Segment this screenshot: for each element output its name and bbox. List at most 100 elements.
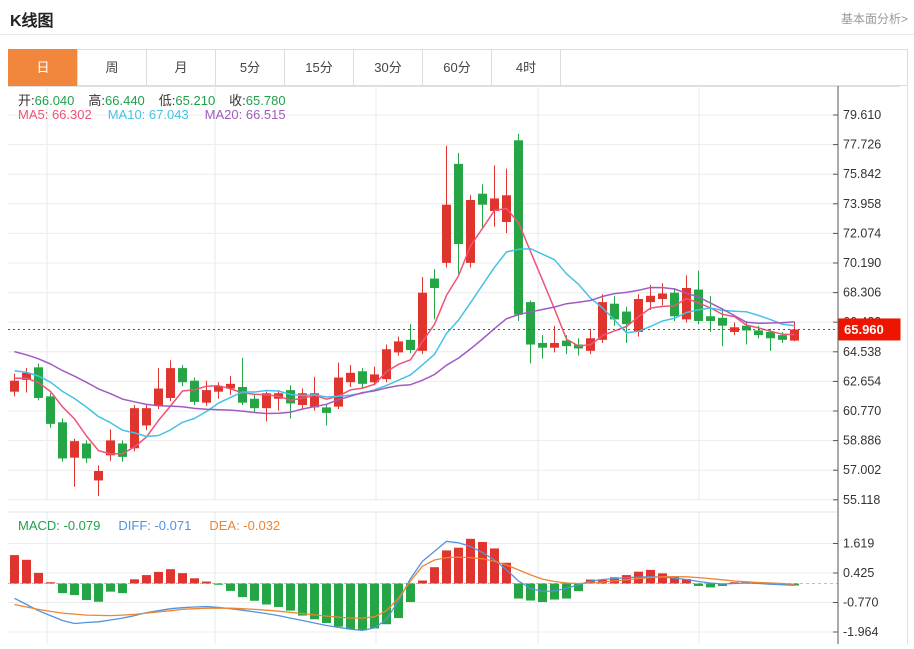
macd-bar xyxy=(178,573,187,584)
macd-bar xyxy=(10,555,19,584)
candle-body xyxy=(538,342,547,348)
macd-bar xyxy=(106,583,115,592)
macd-tick-label: 0.425 xyxy=(843,566,874,580)
ma20-line xyxy=(14,286,795,415)
macd-bar xyxy=(94,583,103,602)
candle-body xyxy=(262,393,271,409)
tab-5分[interactable]: 5分 xyxy=(215,49,285,86)
candle-body xyxy=(382,349,391,380)
candle-body xyxy=(310,393,319,408)
macd-readout-item: DEA: -0.032 xyxy=(209,518,281,533)
kline-chart-svg[interactable]: 79.610 77.726 75.842 73.958 72.074 70.190 68.3… xyxy=(8,86,908,644)
current-price-badge-label: 65.960 xyxy=(844,322,884,337)
ma-readout-item: MA10: 67.043 xyxy=(107,107,189,122)
tab-60分[interactable]: 60分 xyxy=(422,49,492,86)
price-tick-label: 77.726 xyxy=(843,138,881,152)
candle-body xyxy=(238,386,247,403)
tab-15分[interactable]: 15分 xyxy=(284,49,354,86)
candle-body xyxy=(22,372,31,380)
fundamental-analysis-link[interactable]: 基本面分析> xyxy=(840,12,908,26)
chart-area[interactable]: 开:66.040 高:66.440 低:65.210 收:65.780 MA5: 66… xyxy=(8,86,908,644)
candle-body xyxy=(46,396,55,424)
macd-bar xyxy=(466,538,475,584)
candle-body xyxy=(442,204,451,263)
candle-body xyxy=(466,199,475,263)
macd-bar xyxy=(346,583,355,630)
ohlc-label: 开: xyxy=(18,93,35,108)
period-tabbar: 日周月 5分 15分 30分 60分 4时 xyxy=(8,49,908,86)
candle-body xyxy=(490,198,499,211)
ohlc-readout: 开:66.040 高:66.440 低:65.210 收:65.780 xyxy=(18,90,300,109)
tabbar-filler xyxy=(560,49,908,86)
price-tick-label: 58.886 xyxy=(843,434,881,448)
price-tick-label: 60.770 xyxy=(843,404,881,418)
candle-body xyxy=(718,317,727,326)
tab-4时[interactable]: 4时 xyxy=(491,49,561,86)
tab-月[interactable]: 月 xyxy=(146,49,216,86)
ohlc-label: 高: xyxy=(88,93,106,108)
candle-body xyxy=(514,140,523,315)
macd-bar xyxy=(406,583,415,603)
ohlc-value: 66.040 xyxy=(34,93,75,108)
macd-bar xyxy=(130,579,139,584)
tab-30分[interactable]: 30分 xyxy=(353,49,423,86)
candle-body xyxy=(766,331,775,339)
macd-bar xyxy=(22,559,31,584)
ma10-line xyxy=(14,247,795,438)
candle-body xyxy=(778,335,787,340)
macd-bar xyxy=(370,583,379,629)
macd-bar xyxy=(514,583,523,599)
diff-line xyxy=(14,540,795,632)
candle-body xyxy=(598,302,607,340)
candle-body xyxy=(742,325,751,331)
candle-body xyxy=(226,383,235,389)
macd-bar xyxy=(478,542,487,584)
candle-body xyxy=(70,441,79,458)
candle-body xyxy=(130,408,139,449)
candle-body xyxy=(190,380,199,402)
candle-body xyxy=(94,471,103,481)
macd-bar xyxy=(454,547,463,584)
tab-周[interactable]: 周 xyxy=(77,49,147,86)
price-tick-label: 75.842 xyxy=(843,167,881,181)
candle-body xyxy=(322,407,331,413)
candle-body xyxy=(250,398,259,409)
candle-body xyxy=(10,380,19,392)
candle-body xyxy=(202,390,211,403)
macd-bar xyxy=(214,583,223,585)
macd-bar xyxy=(790,583,799,586)
current-price-badge xyxy=(838,318,901,341)
macd-bar xyxy=(274,583,283,607)
macd-bar xyxy=(382,583,391,625)
macd-bar xyxy=(310,583,319,620)
candle-body xyxy=(166,368,175,398)
candle-body xyxy=(346,372,355,383)
ohlc-value: 65.210 xyxy=(175,93,216,108)
candle-body xyxy=(646,295,655,303)
candle-body xyxy=(670,292,679,317)
dea-line xyxy=(14,556,795,619)
macd-bar xyxy=(202,581,211,584)
candle-body xyxy=(550,342,559,348)
macd-bar xyxy=(142,575,151,584)
macd-bar xyxy=(154,571,163,584)
price-tick-label: 55.118 xyxy=(843,493,880,507)
candle-body xyxy=(418,292,427,351)
macd-bar xyxy=(490,548,499,584)
macd-bar xyxy=(526,583,535,601)
macd-bar xyxy=(322,583,331,624)
price-tick-label: 57.002 xyxy=(843,463,881,477)
price-tick-label: 62.654 xyxy=(843,374,881,388)
macd-bar xyxy=(670,576,679,584)
macd-bar xyxy=(238,583,247,598)
ohlc-label: 收: xyxy=(229,93,246,108)
tab-日[interactable]: 日 xyxy=(8,49,78,86)
candle-body xyxy=(334,377,343,407)
candle-body xyxy=(286,390,295,404)
candle-body xyxy=(634,298,643,332)
ohlc-label: 低: xyxy=(158,93,176,108)
candle-body xyxy=(82,443,91,459)
macd-bar xyxy=(562,583,571,599)
macd-bar xyxy=(46,582,55,584)
macd-bar xyxy=(286,583,295,611)
